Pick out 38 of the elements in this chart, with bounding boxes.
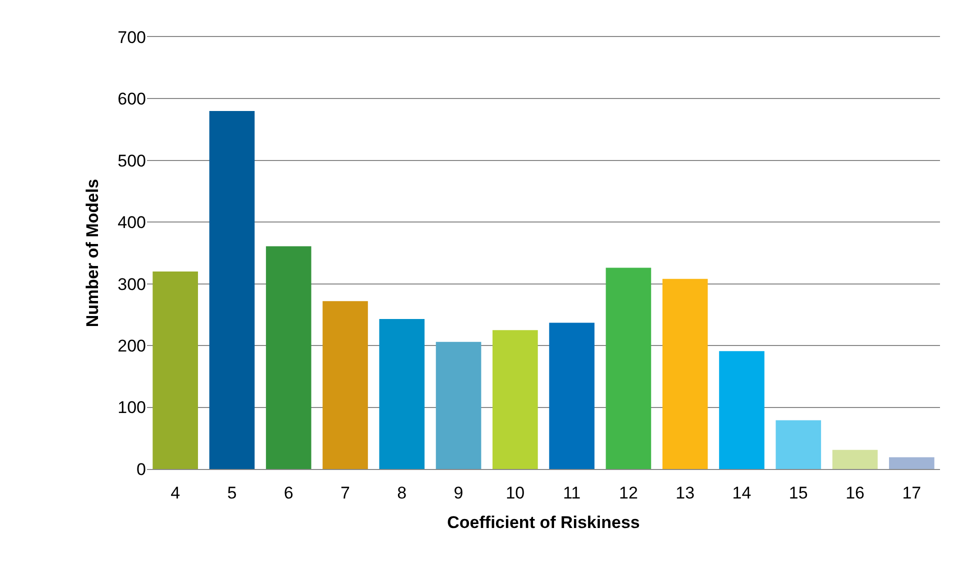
y-tick-label: 200 (118, 336, 146, 356)
bar (662, 278, 708, 469)
y-axis-title: Number of Models (83, 178, 102, 328)
bar (209, 111, 255, 469)
bar (436, 342, 482, 469)
bar (832, 450, 878, 469)
y-tick-label: 400 (118, 213, 146, 232)
bar (719, 351, 764, 469)
y-tick-label: 100 (118, 398, 146, 418)
bar (776, 420, 822, 469)
bar (889, 457, 934, 469)
bar (492, 330, 538, 469)
x-tick-label: 4 (170, 483, 180, 502)
x-tick-label: 9 (454, 483, 464, 502)
x-tick-label: 6 (284, 483, 294, 502)
bar (322, 301, 368, 469)
y-tick-label: 500 (118, 151, 146, 170)
bar (379, 319, 425, 469)
x-tick-label: 17 (902, 483, 922, 502)
y-tick-label: 600 (118, 90, 146, 109)
x-axis-title: Coefficient of Riskiness (447, 512, 640, 532)
bar (152, 272, 198, 469)
y-tick-label: 300 (118, 274, 146, 294)
x-tick-label: 13 (676, 483, 695, 502)
x-tick-label: 15 (788, 483, 808, 502)
bar (549, 322, 594, 469)
y-tick-label: 700 (118, 28, 146, 47)
x-tick-label: 10 (506, 483, 525, 502)
x-tick-label: 16 (846, 483, 864, 502)
bar (606, 268, 652, 469)
y-tick-label: 0 (136, 460, 146, 479)
x-tick-label: 12 (619, 483, 638, 502)
x-tick-label: 5 (227, 483, 237, 502)
x-tick-label: 7 (340, 483, 350, 502)
x-tick-label: 8 (397, 483, 407, 502)
bar (266, 246, 312, 469)
x-tick-label: 11 (562, 483, 581, 502)
x-tick-label: 14 (732, 483, 752, 502)
